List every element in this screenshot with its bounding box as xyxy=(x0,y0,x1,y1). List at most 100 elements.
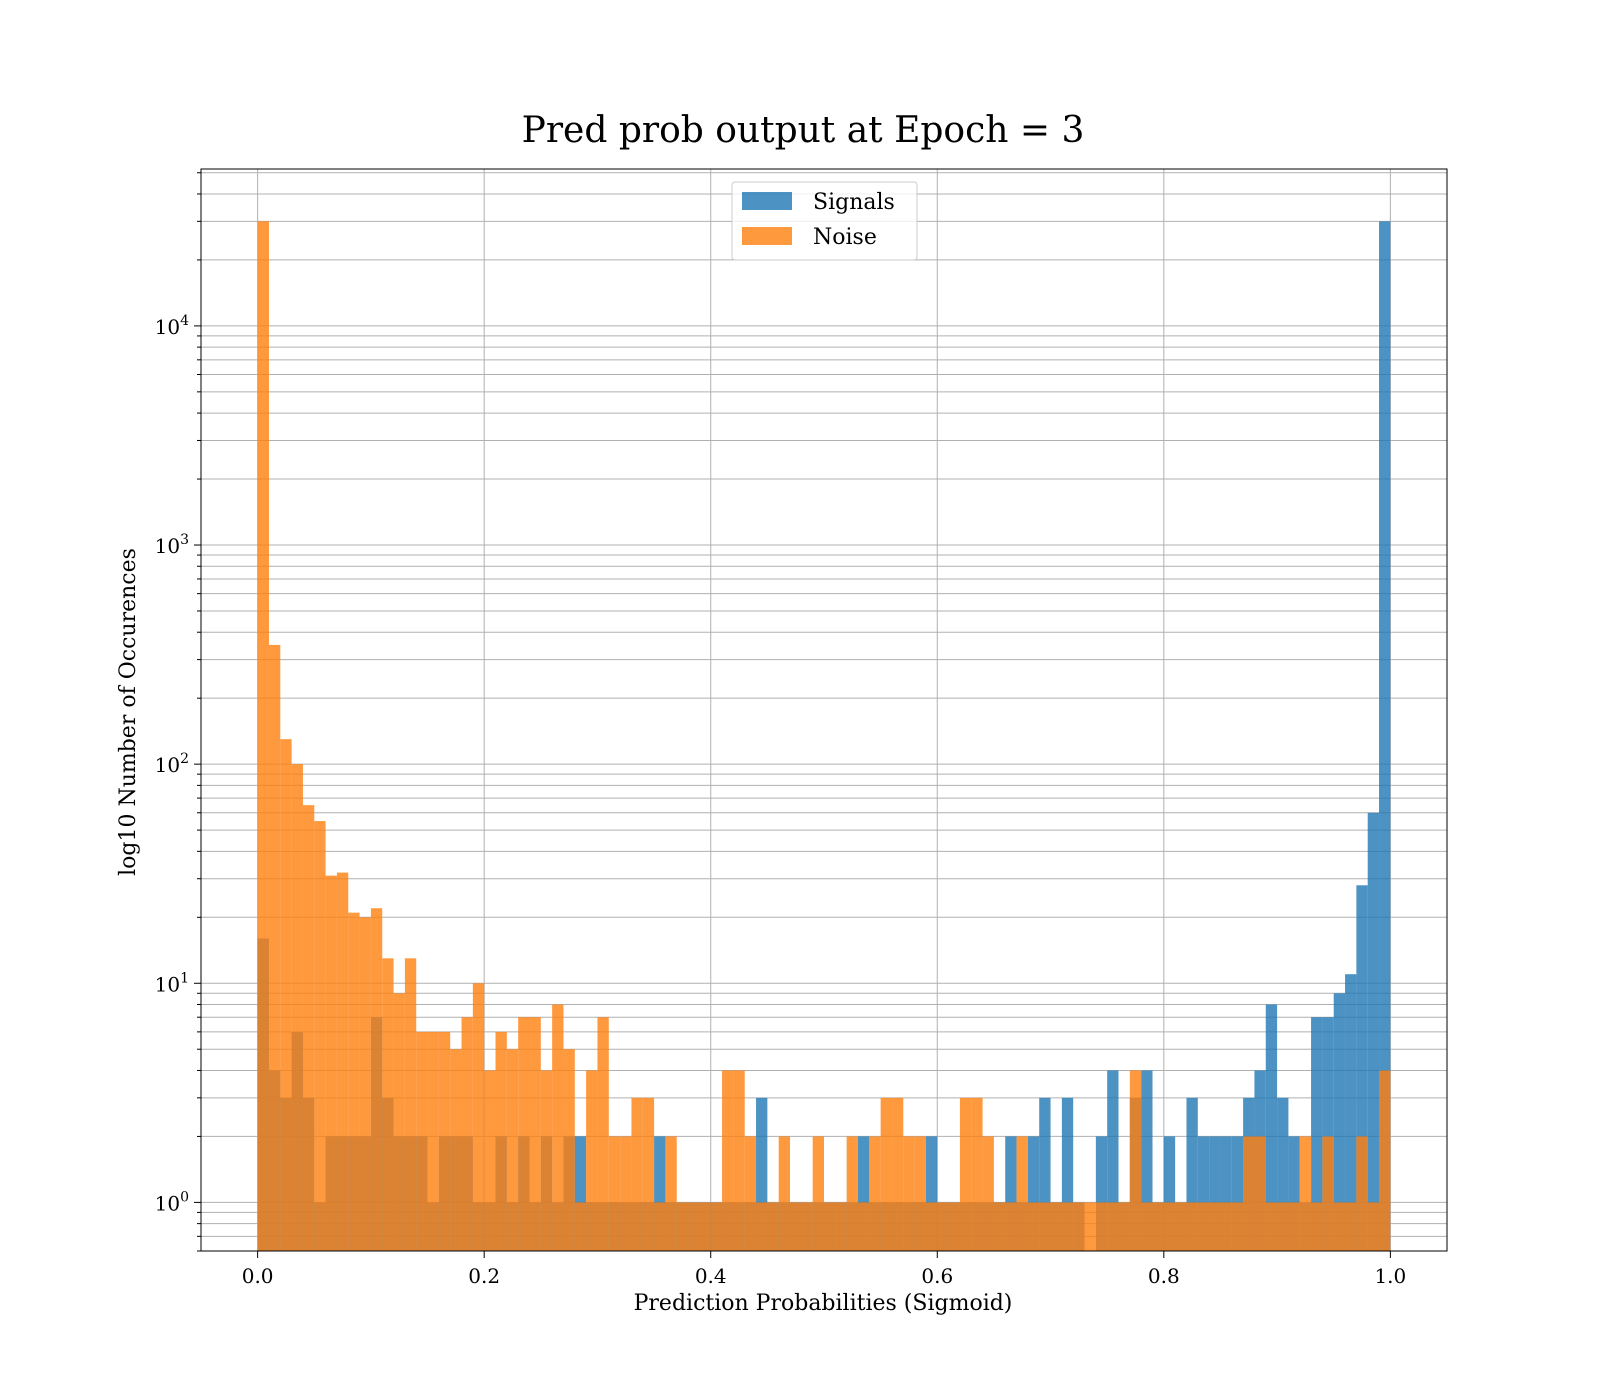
bar-noise-16 xyxy=(438,1031,451,1251)
bar-signals-93 xyxy=(1311,1017,1323,1251)
bar-noise-55 xyxy=(880,1097,892,1251)
bar-signals-98 xyxy=(1367,812,1380,1251)
bar-noise-67 xyxy=(1016,1136,1028,1251)
legend: Signals Noise xyxy=(731,181,918,261)
bar-signals-59 xyxy=(925,1136,938,1251)
bar-noise-0 xyxy=(257,221,269,1251)
bar-noise-39 xyxy=(699,1202,711,1251)
axis-ticks: 0.0 0.2 0.4 0.6 0.8 1.0 100 101 102 103 104 xyxy=(155,172,1406,1288)
y-tick-label: 101 xyxy=(155,970,189,996)
bar-signals-75 xyxy=(1107,1070,1119,1251)
bar-noise-54 xyxy=(869,1136,881,1251)
bar-noise-94 xyxy=(1322,1136,1334,1251)
bar-noise-21 xyxy=(495,1031,507,1251)
bar-noise-22 xyxy=(506,1049,519,1251)
bar-noise-45 xyxy=(767,1202,779,1251)
bar-signals-80 xyxy=(1163,1136,1176,1251)
bar-noise-63 xyxy=(971,1097,983,1251)
bar-signals-94 xyxy=(1322,1017,1334,1251)
x-tick-label: 0.4 xyxy=(695,1264,727,1288)
bar-noise-9 xyxy=(359,917,371,1251)
bar-noise-26 xyxy=(552,1004,564,1251)
y-tick-label: 104 xyxy=(155,313,189,339)
bar-noise-18 xyxy=(461,1017,473,1251)
bar-noise-36 xyxy=(665,1136,677,1251)
bar-noise-37 xyxy=(676,1202,689,1251)
bar-noise-93 xyxy=(1311,1202,1323,1251)
bar-noise-64 xyxy=(982,1136,994,1251)
bar-noise-2 xyxy=(280,739,292,1251)
x-tick-label: 0.2 xyxy=(468,1264,500,1288)
bar-noise-43 xyxy=(744,1136,757,1251)
legend-label-signals: Signals xyxy=(813,190,895,215)
y-axis-label: log10 Number of Occurences xyxy=(116,548,141,876)
x-tick-label: 1.0 xyxy=(1374,1264,1406,1288)
bar-noise-87 xyxy=(1243,1136,1255,1251)
bar-signals-89 xyxy=(1265,1004,1278,1251)
bar-noise-76 xyxy=(1118,1202,1130,1251)
bar-noise-10 xyxy=(370,908,383,1251)
bar-signals-82 xyxy=(1186,1097,1198,1251)
bar-noise-73 xyxy=(1084,1202,1096,1251)
legend-swatch-signals xyxy=(742,192,792,210)
bar-noise-96 xyxy=(1345,1202,1357,1251)
bar-noise-89 xyxy=(1265,1202,1278,1251)
bar-signals-78 xyxy=(1141,1070,1153,1251)
bar-noise-41 xyxy=(722,1070,734,1251)
y-tick-label: 102 xyxy=(155,751,189,777)
bar-noise-23 xyxy=(518,1017,530,1251)
bar-noise-35 xyxy=(654,1202,666,1251)
bar-signals-68 xyxy=(1027,1136,1040,1251)
bar-signals-83 xyxy=(1197,1136,1210,1251)
bar-noise-5 xyxy=(314,821,326,1251)
bar-noise-30 xyxy=(597,1017,609,1251)
y-tick-label: 103 xyxy=(155,532,189,558)
bar-noise-49 xyxy=(812,1136,824,1251)
bar-noise-3 xyxy=(291,764,303,1251)
bar-noise-69 xyxy=(1039,1202,1051,1251)
bar-noise-90 xyxy=(1277,1202,1289,1251)
bar-noise-71 xyxy=(1061,1202,1074,1251)
bar-noise-86 xyxy=(1231,1202,1244,1251)
bar-noise-74 xyxy=(1095,1202,1108,1251)
bar-signals-95 xyxy=(1333,993,1346,1251)
bar-noise-51 xyxy=(835,1202,847,1251)
bar-noise-50 xyxy=(824,1202,836,1251)
bar-noise-58 xyxy=(914,1136,926,1251)
bar-noise-66 xyxy=(1005,1202,1017,1251)
bar-noise-46 xyxy=(778,1136,791,1251)
bar-noise-68 xyxy=(1027,1202,1040,1251)
bar-noise-70 xyxy=(1050,1202,1062,1251)
legend-label-noise: Noise xyxy=(813,225,877,250)
bar-noise-91 xyxy=(1288,1202,1300,1251)
bar-noise-32 xyxy=(620,1136,632,1251)
bar-signals-28 xyxy=(574,1136,587,1251)
bar-noise-62 xyxy=(959,1097,972,1251)
bar-noise-85 xyxy=(1220,1202,1232,1251)
bar-noise-57 xyxy=(903,1136,915,1251)
bar-noise-80 xyxy=(1163,1202,1176,1251)
bar-signals-53 xyxy=(857,1136,870,1251)
bar-noise-83 xyxy=(1197,1202,1210,1251)
bar-noise-48 xyxy=(801,1202,813,1251)
bar-noise-13 xyxy=(404,958,417,1251)
x-axis-label: Prediction Probabilities (Sigmoid) xyxy=(634,1291,1013,1316)
bar-noise-38 xyxy=(688,1202,700,1251)
bar-noise-52 xyxy=(846,1136,858,1251)
chart-title: Pred prob output at Epoch = 3 xyxy=(522,110,1085,151)
bar-noise-97 xyxy=(1356,1136,1368,1251)
bar-noise-56 xyxy=(891,1097,904,1251)
legend-swatch-noise xyxy=(742,227,792,245)
bar-signals-85 xyxy=(1220,1136,1232,1251)
bar-noise-53 xyxy=(857,1202,870,1251)
bar-signals-97 xyxy=(1356,885,1368,1251)
bar-noise-44 xyxy=(756,1202,768,1251)
bar-signals-74 xyxy=(1095,1136,1108,1251)
bar-noise-7 xyxy=(336,872,349,1251)
bar-noise-11 xyxy=(382,958,394,1251)
bar-signals-35 xyxy=(654,1136,666,1251)
x-tick-label: 0.6 xyxy=(921,1264,953,1288)
bar-noise-60 xyxy=(937,1202,949,1251)
bar-signals-90 xyxy=(1277,1097,1289,1251)
series-noise xyxy=(257,221,1391,1251)
